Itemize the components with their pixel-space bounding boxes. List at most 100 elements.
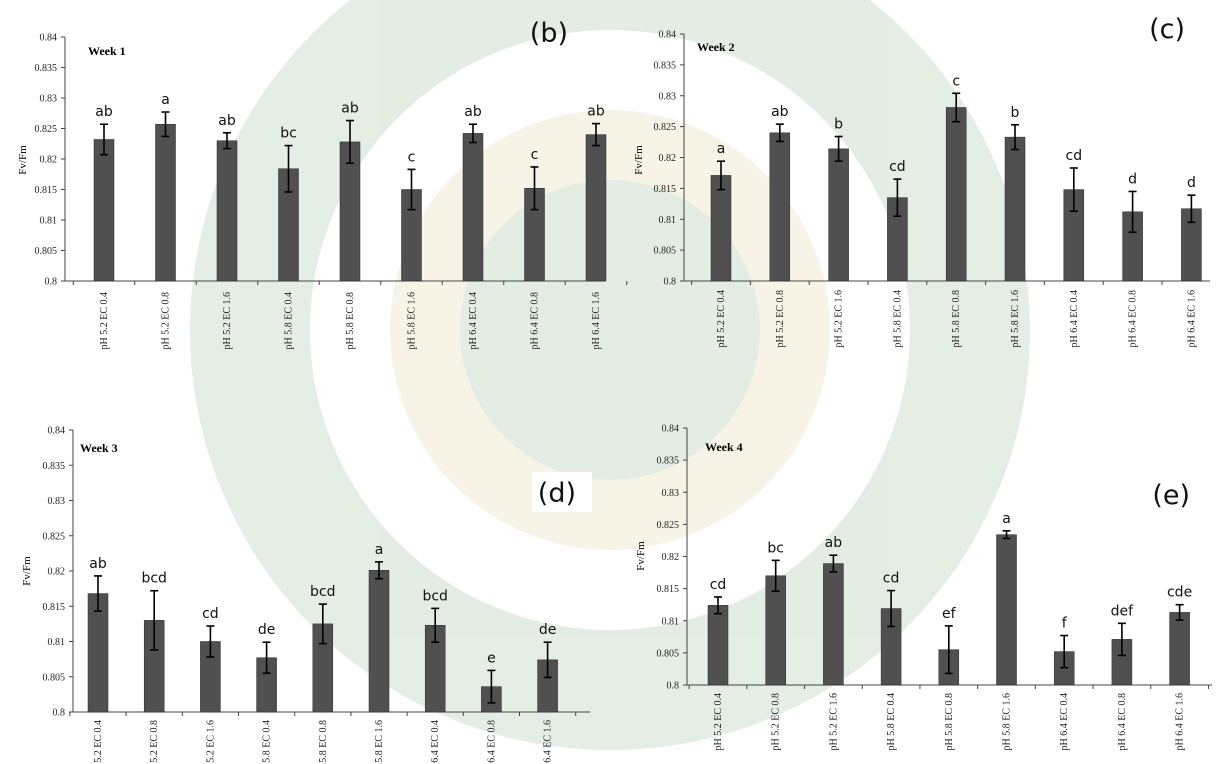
significance-letter: c (408, 149, 416, 165)
significance-letter: cd (202, 606, 219, 622)
panel-letter: (c) (1149, 14, 1185, 45)
y-tick-label: 0.8 (45, 277, 58, 288)
significance-letter: b (1011, 105, 1020, 121)
significance-letter: bcd (141, 571, 166, 587)
x-tick-label: pH 6.4 EC 0.8 (486, 720, 497, 764)
x-tick-label: pH 6.4 EC 1.6 (1175, 693, 1186, 751)
x-tick-label: pH 5.2 EC 0.8 (149, 720, 160, 764)
x-tick-label: pH 5.8 EC 0.8 (951, 290, 962, 348)
y-tick-label: 0.825 (35, 124, 58, 135)
y-tick-label: 0.83 (40, 94, 58, 105)
y-tick-label: 0.82 (662, 552, 680, 563)
x-tick-label: pH 5.2 EC 0.4 (99, 292, 110, 350)
significance-letter: a (375, 542, 384, 558)
y-tick-label: 0.82 (48, 567, 66, 578)
y-tick-label: 0.835 (657, 456, 680, 467)
significance-letter: ab (771, 104, 789, 120)
x-tick-label: pH 6.4 EC 1.6 (1186, 290, 1197, 348)
x-tick-label: pH 5.2 EC 0.8 (775, 290, 786, 348)
significance-letter: ab (464, 104, 482, 120)
x-tick-label: pH 5.2 EC 1.6 (834, 290, 845, 348)
x-tick-label: pH 6.4 EC 0.8 (1117, 693, 1128, 751)
x-tick-label: pH 5.2 EC 0.8 (161, 292, 172, 350)
significance-letter: bc (767, 540, 784, 556)
significance-letter: bcd (422, 588, 447, 604)
y-tick-label: 0.835 (43, 461, 66, 472)
x-tick-label: pH 5.2 EC 1.6 (205, 720, 216, 764)
y-tick-label: 0.82 (40, 155, 58, 166)
significance-letter: cd (889, 159, 906, 175)
significance-letter: de (539, 622, 557, 638)
x-tick-label: pH 5.8 EC 1.6 (1010, 290, 1021, 348)
significance-letter: b (834, 117, 843, 133)
bar-6 (1004, 136, 1026, 282)
significance-letter: c (952, 73, 960, 89)
x-tick-label: pH 5.2 EC 0.4 (713, 693, 724, 751)
y-tick-label: 0.8 (664, 277, 677, 288)
x-tick-label: pH 5.8 EC 0.4 (262, 720, 273, 764)
significance-letter: ab (825, 535, 843, 551)
y-tick-label: 0.835 (654, 60, 677, 71)
y-tick-label: 0.835 (35, 63, 58, 74)
significance-letter: cd (1066, 148, 1083, 164)
bar-3 (216, 140, 238, 282)
x-tick-label: pH 5.2 EC 0.8 (771, 693, 782, 751)
x-tick-label: pH 5.8 EC 1.6 (374, 720, 385, 764)
bar-1 (707, 605, 729, 686)
x-tick-label: pH 5.8 EC 0.8 (318, 720, 329, 764)
chart-title: Week 1 (88, 44, 126, 58)
bar-1 (710, 175, 732, 282)
bar-9 (1169, 612, 1190, 686)
chart-panel-4: (e) 0.8 0.805 0.81 0.815 0.82 0.825 0.83 0.835 0.… (635, 424, 1212, 751)
x-tick-label: pH 6.4 EC 0.4 (1069, 290, 1080, 348)
significance-letter: cd (883, 571, 900, 587)
y-tick-label: 0.815 (654, 184, 677, 195)
y-tick-label: 0.815 (657, 584, 680, 595)
y-tick-label: 0.81 (40, 216, 58, 227)
y-axis-label: Fv/Fm (635, 541, 647, 571)
x-tick-label: pH 5.2 EC 1.6 (222, 292, 233, 350)
significance-letter: ab (587, 104, 605, 120)
x-tick-label: pH 6.4 EC 1.6 (543, 720, 554, 764)
bar-6 (368, 570, 390, 713)
chart-title: Week 4 (705, 440, 743, 454)
significance-letter: ef (942, 606, 957, 622)
panel-letter: (d) (538, 478, 576, 509)
bar-3 (828, 148, 849, 282)
y-tick-label: 0.81 (662, 616, 680, 627)
y-tick-label: 0.805 (657, 648, 680, 659)
bar-6 (996, 534, 1017, 686)
y-tick-label: 0.805 (43, 672, 66, 683)
y-tick-label: 0.805 (654, 246, 677, 257)
y-tick-label: 0.825 (43, 531, 66, 542)
y-axis-label: Fv/Fm (21, 556, 33, 586)
y-tick-label: 0.815 (43, 602, 66, 613)
y-tick-label: 0.83 (662, 488, 680, 499)
significance-letter: a (717, 141, 726, 157)
x-tick-label: pH 5.8 EC 0.8 (345, 292, 356, 350)
bar-9 (585, 134, 607, 282)
significance-letter: ab (89, 556, 107, 572)
x-tick-label: pH 6.4 EC 0.4 (468, 292, 479, 350)
x-tick-label: pH 5.8 EC 0.4 (886, 693, 897, 751)
bar-3 (823, 563, 844, 686)
bar-5 (945, 107, 967, 282)
bar-7 (462, 133, 484, 282)
x-tick-label: pH 6.4 EC 0.4 (1059, 693, 1070, 751)
significance-letter: cd (710, 577, 727, 593)
y-tick-label: 0.82 (659, 153, 677, 164)
y-tick-label: 0.84 (659, 30, 677, 41)
significance-letter: f (1062, 616, 1068, 632)
significance-letter: bc (280, 126, 297, 142)
panel-letter: (b) (530, 18, 568, 49)
significance-letter: def (1111, 603, 1135, 619)
x-tick-label: pH 6.4 EC 0.8 (1128, 290, 1139, 348)
x-tick-label: pH 5.2 EC 1.6 (828, 693, 839, 751)
x-tick-label: pH 5.2 EC 0.4 (93, 720, 104, 764)
significance-letter: a (1002, 511, 1011, 527)
significance-letter: ab (95, 104, 113, 120)
y-tick-label: 0.8 (53, 708, 66, 719)
x-tick-label: pH 5.8 EC 1.6 (407, 292, 418, 350)
